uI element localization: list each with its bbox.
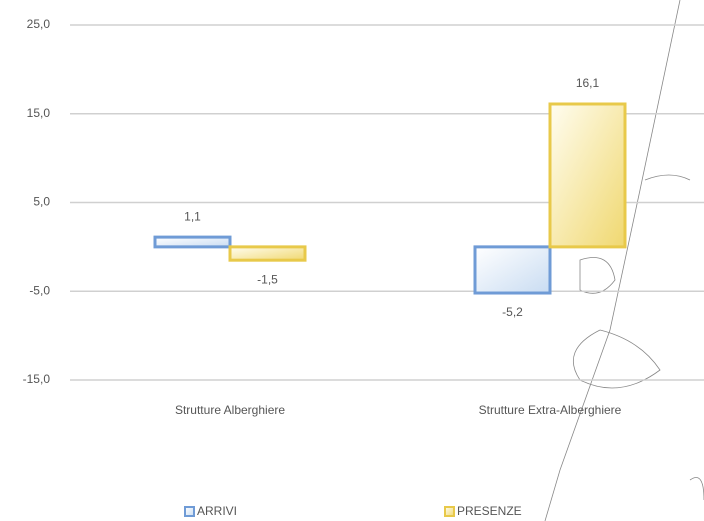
data-label: -5,2 <box>502 305 523 319</box>
legend-swatch <box>444 506 455 517</box>
bar <box>548 102 627 249</box>
legend-swatch <box>184 506 195 517</box>
legend-label: ARRIVI <box>197 504 237 518</box>
x-tick-label: Strutture Alberghiere <box>175 403 285 417</box>
y-tick-label: 5,0 <box>33 195 50 209</box>
data-label: -1,5 <box>257 272 278 286</box>
y-tick-label: -15,0 <box>23 372 51 386</box>
bar <box>153 235 232 249</box>
bar <box>228 245 307 262</box>
data-label: 1,1 <box>184 209 201 223</box>
y-tick-label: 25,0 <box>27 17 51 31</box>
y-tick-label: 15,0 <box>27 106 51 120</box>
bar <box>473 245 552 295</box>
decoration <box>544 0 704 521</box>
x-tick-label: Strutture Extra-Alberghiere <box>479 403 622 417</box>
legend-label: PRESENZE <box>457 504 522 518</box>
y-tick-label: -5,0 <box>29 283 50 297</box>
data-label: 16,1 <box>576 76 600 90</box>
